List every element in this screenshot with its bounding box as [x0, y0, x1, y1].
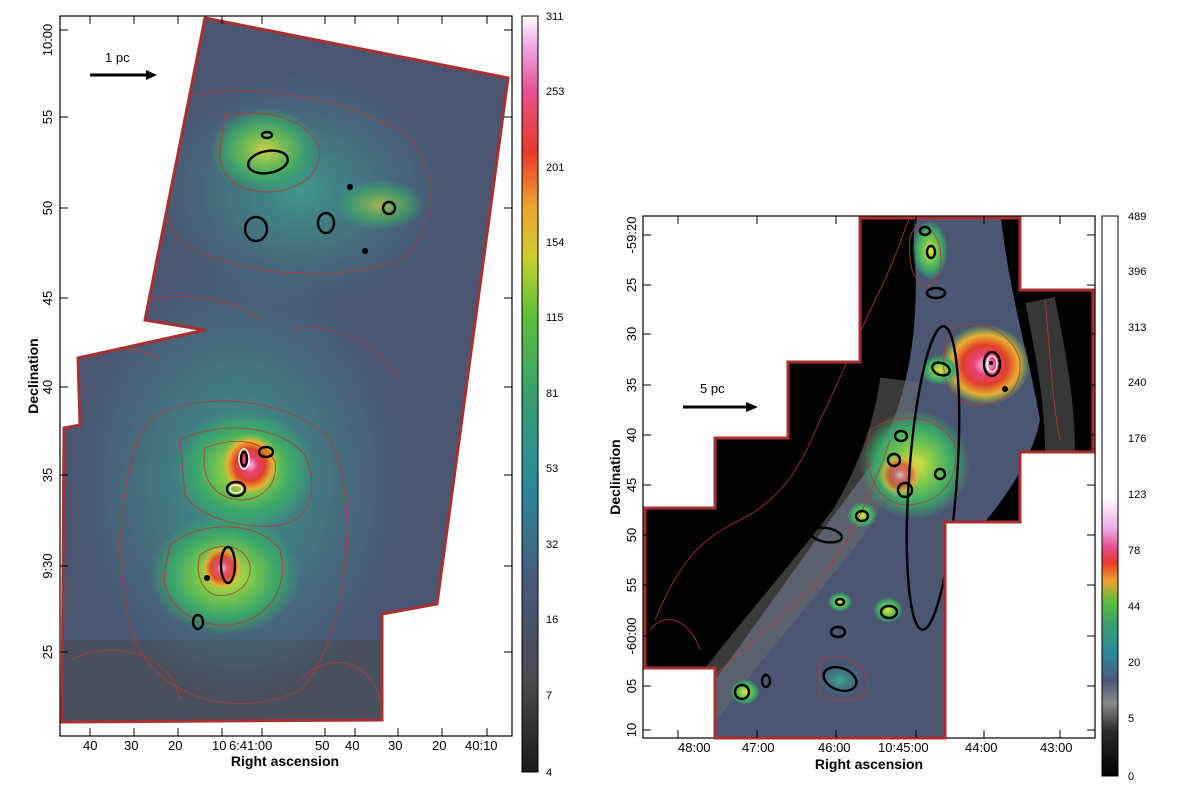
left-colorbar: 311 253 201 154 115 81 53 32 16 7 4: [521, 11, 564, 779]
left-y-tick: 35: [40, 468, 55, 482]
right-y-axis-title: Declination: [607, 439, 623, 514]
left-colorbar-tick: 201: [546, 162, 564, 174]
left-colorbar-tick: 81: [546, 388, 558, 400]
right-y-tick: 10: [624, 723, 639, 737]
left-x-tick: 30: [124, 738, 138, 753]
left-scale-bar: 1 pc: [90, 50, 157, 80]
left-y-tick-labels: 10:00 55 50 45 40 35 9:30 25: [40, 24, 55, 660]
left-colorbar-tick: 115: [546, 312, 564, 324]
left-y-tick: 55: [40, 110, 55, 124]
right-x-tick: 44:00: [965, 740, 998, 755]
left-y-tick: 9:30: [40, 553, 55, 578]
left-source-ellipses: [191, 130, 397, 631]
right-axis-ticks: [643, 216, 1095, 738]
right-colorbar-tick: 44: [1128, 601, 1140, 613]
left-colorbar-tick: 311: [546, 11, 564, 23]
right-x-tick: 48:00: [678, 740, 711, 755]
right-contours: [649, 218, 1061, 702]
right-y-tick: 40: [624, 428, 639, 442]
left-y-tick: 10:00: [40, 24, 55, 57]
left-panel: 1 pc 40 30 20 10 6:41:00 50 40 30 20 40:…: [25, 11, 564, 779]
left-x-tick: 30: [388, 738, 402, 753]
left-colorbar-tick: 7: [546, 690, 552, 702]
right-x-tick: 10:45:00: [878, 740, 929, 755]
left-colorbar-tick: 154: [546, 237, 564, 249]
right-map-border: [643, 216, 1095, 740]
right-x-axis-title: Right ascension: [815, 756, 923, 772]
right-colorbar-tick: 313: [1128, 322, 1146, 334]
left-map-border: [60, 16, 510, 724]
right-y-tick: -60:00: [624, 618, 639, 655]
left-colorbar-tick: 4: [546, 767, 552, 779]
left-x-tick: 40: [83, 738, 97, 753]
right-x-tick-labels: 48:00 47:00 46:00 10:45:00 44:00 43:00: [678, 740, 1073, 755]
right-y-tick: 05: [624, 679, 639, 693]
left-colorbar-tick: 253: [546, 86, 564, 98]
left-x-tick: 50: [315, 738, 329, 753]
left-x-tick: 10: [212, 738, 226, 753]
right-scale-bar-label: 5 pc: [700, 381, 725, 396]
left-y-tick: 50: [40, 201, 55, 215]
right-x-tick: 47:00: [742, 740, 775, 755]
right-colorbar-tick: 240: [1128, 377, 1146, 389]
right-y-tick: 35: [624, 378, 639, 392]
right-colorbar-tick: 0: [1128, 771, 1134, 783]
right-y-tick: 30: [624, 327, 639, 341]
right-colorbar-tick: 78: [1128, 545, 1140, 557]
right-colorbar-tick: 489: [1128, 211, 1146, 223]
left-y-axis-title: Declination: [25, 338, 41, 413]
left-axis-ticks: [60, 16, 512, 736]
right-y-tick: 25: [624, 278, 639, 292]
right-scale-bar: 5 pc: [683, 381, 758, 412]
left-colorbar-tick: 32: [546, 539, 558, 551]
left-scale-bar-label: 1 pc: [105, 50, 130, 65]
right-source-ellipses: [733, 225, 1002, 701]
right-colorbar-tick: 176: [1128, 433, 1146, 445]
left-colorbar-tick: 16: [546, 614, 558, 626]
left-x-tick: 40: [345, 738, 359, 753]
left-x-tick: 20: [432, 738, 446, 753]
right-colorbar: 489 396 313 240 176 123 78 44 20 5 0: [1101, 211, 1146, 783]
right-colorbar-tick: 396: [1128, 266, 1146, 278]
left-x-axis-title: Right ascension: [231, 753, 339, 769]
left-colorbar-tick: 53: [546, 463, 558, 475]
right-y-tick: 55: [624, 578, 639, 592]
right-y-tick: 45: [624, 478, 639, 492]
left-x-tick: 6:41:00: [229, 738, 272, 753]
left-x-tick: 40:10: [465, 738, 498, 753]
left-y-tick: 25: [40, 645, 55, 659]
right-y-tick-labels: -59:20 25 30 35 40 45 50 55 -60:00 05 10: [624, 217, 639, 738]
left-x-tick-labels: 40 30 20 10 6:41:00 50 40 30 20 40:10: [83, 738, 498, 753]
right-panel: 5 pc 48:00 47:00 46:00 10:45:00 44:00 43…: [607, 211, 1146, 783]
left-y-tick: 40: [40, 380, 55, 394]
right-colorbar-tick: 123: [1128, 489, 1146, 501]
right-colorbar-tick: 5: [1128, 713, 1134, 725]
right-x-tick: 43:00: [1040, 740, 1073, 755]
right-y-tick: 50: [624, 528, 639, 542]
left-y-tick: 45: [40, 291, 55, 305]
right-colorbar-tick: 20: [1128, 657, 1140, 669]
right-y-tick: -59:20: [624, 217, 639, 254]
right-x-tick: 46:00: [818, 740, 851, 755]
left-x-tick: 20: [168, 738, 182, 753]
